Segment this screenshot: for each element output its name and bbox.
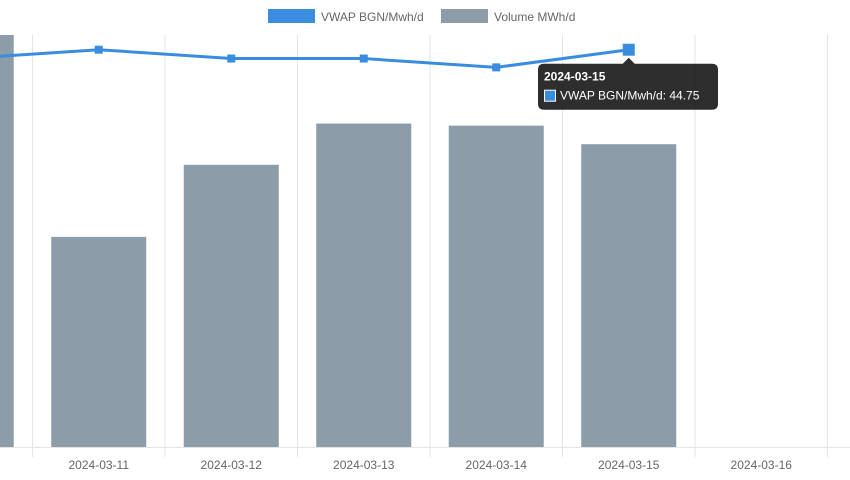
x-tick-label: 2024-03-11 (69, 458, 130, 472)
tooltip-title: 2024-03-15 (544, 70, 606, 84)
legend-item-volume[interactable]: Volume MWh/d (441, 9, 575, 24)
legend-swatch-volume (441, 9, 488, 23)
x-axis-ticks: 2024-03-11 2024-03-12 2024-03-13 2024-03-14… (69, 458, 793, 472)
tooltip: 2024-03-15 VWAP BGN/Mwh/d: 44.75 (538, 57, 718, 110)
x-tick-label: 2024-03-16 (731, 458, 793, 472)
x-tick-label: 2024-03-12 (201, 458, 263, 472)
volume-bar-2024-03-11[interactable] (51, 236, 147, 447)
vwap-point-2024-03-13[interactable] (359, 54, 368, 63)
legend-swatch-vwap (268, 9, 315, 23)
volume-bar-2024-03-13[interactable] (316, 123, 412, 447)
tooltip-label: VWAP BGN/Mwh/d: 44.75 (560, 89, 700, 103)
legend-item-vwap[interactable]: VWAP BGN/Mwh/d (268, 9, 424, 24)
volume-bar-2024-03-14[interactable] (448, 125, 544, 447)
volume-bar-2024-03-10[interactable] (0, 35, 14, 447)
vwap-line-path (0, 48, 629, 69)
x-tick-label: 2024-03-15 (598, 458, 660, 472)
volume-bars (0, 35, 677, 447)
legend[interactable]: VWAP BGN/Mwh/d Volume MWh/d (268, 9, 575, 24)
tooltip-swatch (545, 90, 555, 101)
x-tick-label: 2024-03-14 (466, 458, 528, 472)
vwap-point-2024-03-15[interactable] (622, 43, 635, 56)
volume-bar-2024-03-12[interactable] (183, 164, 279, 447)
x-tick-label: 2024-03-13 (333, 458, 395, 472)
legend-label-vwap: VWAP BGN/Mwh/d (321, 10, 424, 24)
vwap-line (0, 43, 635, 72)
legend-label-volume: Volume MWh/d (494, 10, 575, 24)
vwap-point-2024-03-14[interactable] (492, 63, 501, 72)
vwap-point-2024-03-12[interactable] (227, 54, 236, 63)
vwap-point-2024-03-11[interactable] (94, 45, 103, 54)
volume-bar-2024-03-15[interactable] (581, 144, 677, 447)
tooltip-box (538, 57, 718, 110)
